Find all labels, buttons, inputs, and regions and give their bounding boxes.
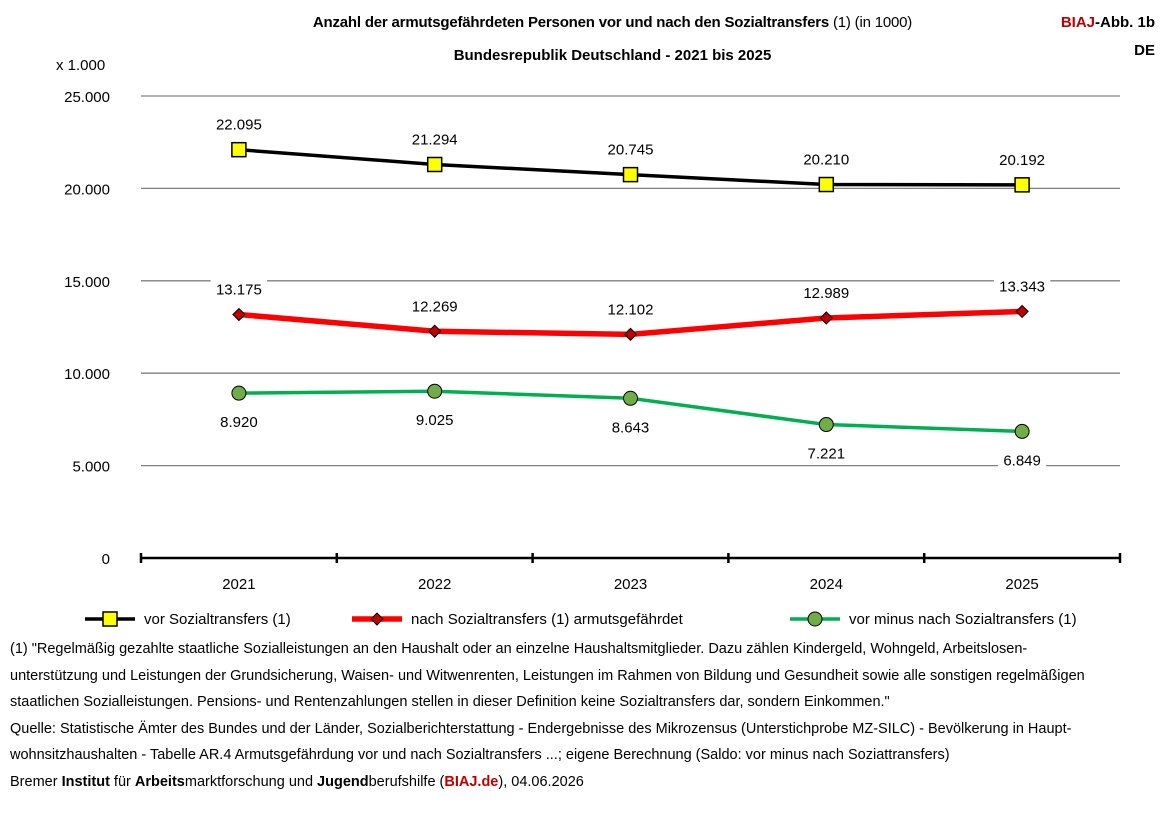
data-point [818,417,834,433]
data-label: 9.025 [416,412,454,429]
data-point [1014,423,1030,439]
data-label-background [798,149,855,170]
legend-label: vor minus nach Sozialtransfers (1) [849,611,1077,628]
data-label-background [802,443,851,464]
chart-title: Anzahl der armutsgefährdeten Personen vo… [0,14,1169,31]
data-label: 21.294 [412,131,458,148]
badge-figure-number: -Abb. 1b [1095,14,1155,31]
data-label-background [410,410,459,431]
x-tick-label: 2021 [222,576,255,593]
x-tick-label: 2022 [418,576,451,593]
data-label: 7.221 [808,446,846,463]
series-1: 22.095 21.294 20.745 20.210 20.192 [210,114,1051,193]
footnote-line: unterstützung und Leistungen der Grundsi… [10,667,1085,684]
data-label-background [993,276,1051,297]
credit-bold: Jugend [317,773,369,790]
badge-region: DE [1134,42,1155,59]
credit-text: für [109,773,135,790]
data-label-background [210,279,268,300]
footnote-line: (1) "Regelmäßig gezahlte staatliche Sozi… [10,641,1028,657]
data-label-background [214,412,263,433]
data-label-background [998,450,1047,471]
data-label-background [993,149,1051,170]
data-point [426,156,443,173]
data-point [427,324,442,338]
data-label-background [606,417,655,438]
data-label: 20.192 [999,152,1045,169]
data-point [232,307,246,322]
figure-badge: BIAJ-Abb. 1b DE [1061,9,1155,65]
data-label: 8.643 [612,419,650,436]
chart-subtitle: Bundesrepublik Deutschland - 2021 bis 20… [453,47,772,64]
data-label-background [406,129,463,150]
data-label-background [798,282,855,303]
line-chart: x 1.000 0 5.000 10.000 15.000 20.000 25.000 2… [56,57,1122,628]
data-label: 12.102 [608,301,654,318]
y-tick-label: 20.000 [64,181,110,198]
data-point [623,390,638,406]
legend-marker [807,611,823,627]
legend-item-2: nach Sozialtransfers (1) armutsgefährdet [352,611,684,628]
y-axis: 0 5.000 10.000 15.000 20.000 25.000 [64,89,110,568]
x-axis: 2021 2022 2023 2024 2025 [139,553,1122,593]
gridlines [141,95,1120,467]
data-label: 22.095 [216,117,262,134]
y-unit-label: x 1.000 [56,57,105,74]
credit-brand-link: BIAJ.de [444,773,499,790]
data-point [427,383,443,399]
data-label: 6.849 [1003,452,1041,469]
source-line: wohnsitzhaushalten - Tabelle AR.4 Armuts… [10,747,950,763]
legend-label: nach Sozialtransfers (1) armutsgefährdet [411,611,684,628]
data-label: 12.269 [412,298,458,315]
data-point [1014,177,1030,193]
credit-text: Bremer [10,773,62,790]
y-tick-label: 10.000 [64,366,110,383]
data-label-background [602,139,659,160]
x-tick-label: 2024 [810,576,843,593]
footnote-line: staatlichen Sozialleistungen. Pensions- … [10,694,890,710]
credit-text: berufshilfe ( [368,773,445,790]
data-label: 13.343 [999,278,1045,295]
credit-text: ), 04.06.2026 [498,773,584,790]
x-tick-label: 2025 [1005,576,1038,593]
credit-bold: Institut [61,773,110,790]
chart-title-unit: (1) (in 1000) [829,14,913,31]
badge-brand: BIAJ [1060,14,1095,31]
series-3: 8.920 9.025 8.643 7.221 6.849 [214,383,1047,471]
data-label: 8.920 [220,414,258,431]
data-point [231,141,247,158]
y-tick-label: 0 [102,551,110,568]
legend-item-3: vor minus nach Sozialtransfers (1) [790,611,1077,628]
y-tick-label: 25.000 [64,89,110,106]
data-point [231,385,247,401]
legend-marker [102,611,118,627]
footer: (1) "Regelmäßig gezahlte staatliche Sozi… [10,636,1160,795]
series-2: 13.175 12.269 12.102 12.989 13.343 [210,276,1051,342]
data-label-background [406,296,463,317]
data-label-background [210,114,268,135]
legend-item-1: vor Sozialtransfers (1) [85,611,291,628]
y-tick-label: 15.000 [64,274,110,291]
data-point [1015,304,1029,319]
data-point [622,166,639,183]
data-label: 20.210 [803,152,849,169]
credit-bold: Arbeits [134,773,185,790]
x-tick-label: 2023 [614,576,647,593]
legend: vor Sozialtransfers (1) nach Sozialtransf… [85,611,1077,628]
chart-title-main: Anzahl der armutsgefährdeten Personen vo… [312,14,830,31]
data-point [819,311,834,325]
credit-text: marktforschung und [184,773,318,790]
data-point [623,327,638,342]
data-label: 13.175 [216,282,262,299]
y-tick-label: 5.000 [72,459,110,476]
data-label: 20.745 [608,142,654,159]
series-lines: 22.095 21.294 20.745 20.210 20.192 13.175 12.2… [210,114,1051,471]
data-label-background [602,299,659,320]
source-line: Quelle: Statistische Ämter des Bundes un… [10,720,1072,737]
data-label: 12.989 [803,285,849,302]
legend-label: vor Sozialtransfers (1) [144,611,291,628]
credit-line: Bremer Institut für Arbeitsmarktforschun… [10,769,1160,796]
legend-marker [370,612,384,626]
data-point [818,176,835,193]
